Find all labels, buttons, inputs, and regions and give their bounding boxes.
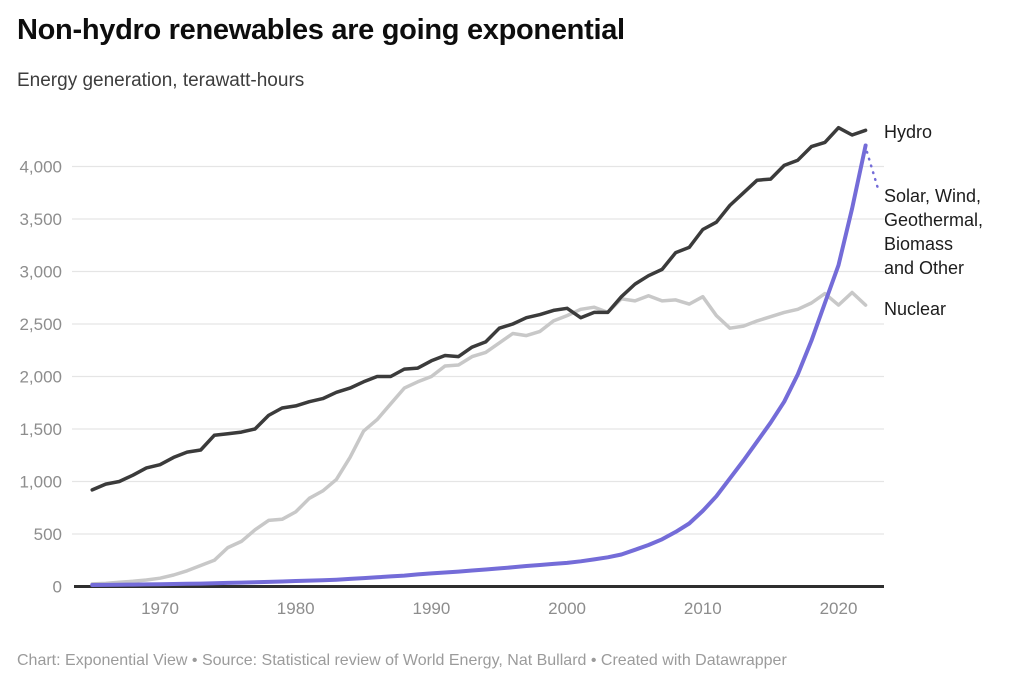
x-tick-label: 2020 [820, 599, 858, 618]
series-line-nuclear [90, 290, 868, 586]
x-tick-label: 1980 [277, 599, 315, 618]
x-tick-label: 1970 [141, 599, 179, 618]
attribution-footer: Chart: Exponential View • Source: Statis… [17, 652, 787, 669]
y-tick-label: 2,000 [19, 368, 62, 387]
x-tick-label: 2010 [684, 599, 722, 618]
chart-title: Non-hydro renewables are going exponenti… [17, 14, 625, 46]
y-tick-label: 4,000 [19, 158, 62, 177]
leader-line-renewables [865, 150, 881, 194]
y-tick-label: 3,000 [19, 263, 62, 282]
series-label-nuclear: Nuclear [884, 299, 947, 319]
y-tick-label: 2,500 [19, 315, 62, 334]
series-label-renewables-line1: Solar, Wind, [884, 186, 982, 206]
x-tick-label: 1990 [412, 599, 450, 618]
series-label-renewables-line2: Geothermal, [884, 210, 984, 230]
x-tick-label: 2000 [548, 599, 586, 618]
y-tick-label: 1,500 [19, 420, 62, 439]
y-tick-label: 0 [53, 578, 62, 597]
series-label-renewables: Solar, Wind, Geothermal, Biomass and Oth… [884, 184, 983, 280]
chart-subtitle: Energy generation, terawatt-hours [17, 70, 305, 91]
series-line-hydro [90, 125, 868, 492]
series-label-renewables-line4: and Other [884, 258, 965, 278]
series-line-renewables [90, 143, 868, 587]
y-tick-label: 3,500 [19, 210, 62, 229]
series-label-hydro: Hydro [884, 122, 933, 142]
y-tick-label: 500 [34, 525, 62, 544]
y-tick-label: 1,000 [19, 473, 62, 492]
series-label-renewables-line3: Biomass [884, 234, 954, 254]
